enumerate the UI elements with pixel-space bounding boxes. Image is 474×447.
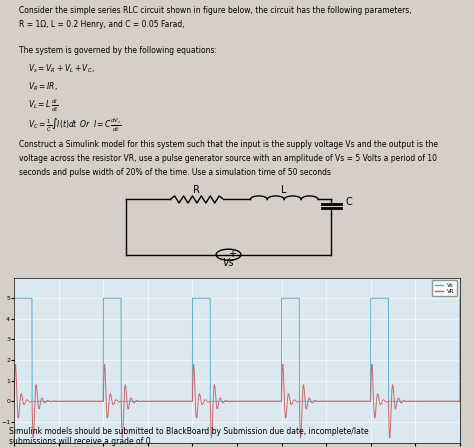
Text: The system is governed by the following equations:: The system is governed by the following …	[18, 46, 217, 55]
Line: VR: VR	[14, 364, 460, 438]
Vs	[425, 399, 430, 404]
Text: Construct a Simulink model for this system such that the input is the supply vol: Construct a Simulink model for this syst…	[18, 140, 438, 149]
Legend: Vs, VR: Vs, VR	[432, 280, 457, 296]
Vs	[319, 399, 325, 404]
VR	[428, 399, 434, 404]
VR	[457, 399, 463, 404]
Vs	[413, 399, 419, 404]
VR	[99, 399, 104, 404]
VR	[319, 399, 325, 404]
Text: Consider the simple series RLC circuit shown in figure below, the circuit has th: Consider the simple series RLC circuit s…	[18, 6, 411, 15]
Vs	[428, 399, 434, 404]
Text: $V_s = V_R + V_L + V_C,$: $V_s = V_R + V_L + V_C,$	[27, 63, 94, 76]
Line: Vs: Vs	[14, 298, 460, 401]
Text: L: L	[282, 185, 287, 194]
VR	[102, 362, 108, 367]
Text: $V_C = \frac{1}{C}\int I(t)dt\;\;Or\;\;I = C\frac{dV_c}{dt}$: $V_C = \frac{1}{C}\int I(t)dt\;\;Or\;\;I…	[27, 116, 121, 134]
Vs	[99, 399, 104, 404]
Vs	[29, 399, 35, 404]
Text: voltage across the resistor VR, use a pulse generator source with an amplitude o: voltage across the resistor VR, use a pu…	[18, 154, 437, 163]
VR	[413, 399, 419, 404]
VR	[227, 399, 232, 404]
VR	[11, 399, 17, 404]
Text: seconds and pulse width of 20% of the time. Use a simulation time of 50 seconds: seconds and pulse width of 20% of the ti…	[18, 168, 331, 177]
Text: R = 1Ω, L = 0.2 Henry, and C = 0.05 Farad,: R = 1Ω, L = 0.2 Henry, and C = 0.05 Fara…	[18, 20, 184, 29]
Text: C: C	[346, 198, 353, 207]
Vs	[11, 295, 17, 301]
Vs	[457, 295, 463, 301]
Text: Simulink models should be submitted to BlackBoard by Submission due date, incomp: Simulink models should be submitted to B…	[9, 427, 369, 446]
Text: +: +	[228, 249, 236, 258]
Text: $V_L = L\,\frac{di}{dt}$: $V_L = L\,\frac{di}{dt}$	[27, 97, 59, 114]
VR	[425, 399, 430, 404]
Text: R: R	[193, 185, 201, 194]
Text: $V_R = IR,$: $V_R = IR,$	[27, 80, 57, 93]
VR	[30, 435, 36, 441]
Text: Vs: Vs	[223, 257, 235, 268]
Vs	[227, 399, 232, 404]
